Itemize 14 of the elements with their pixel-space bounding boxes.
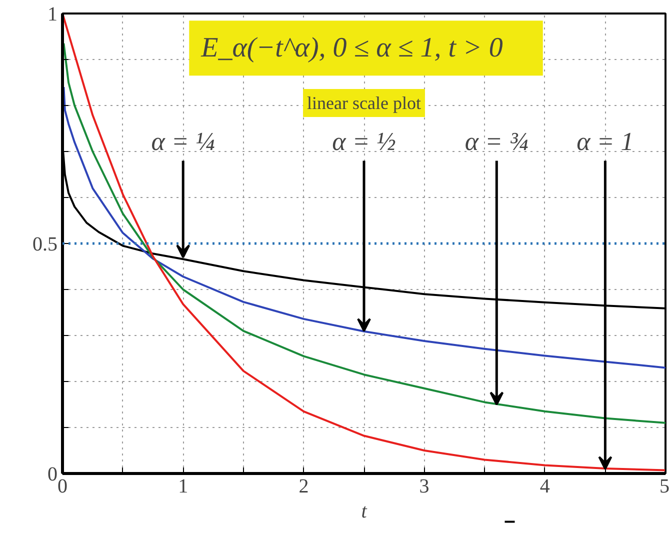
x-tick-label: 5 xyxy=(660,476,669,498)
y-tick-label: 1 xyxy=(48,4,58,26)
y-tick-label: 0.5 xyxy=(32,234,58,256)
x-tick-label: 1 xyxy=(178,476,188,498)
annotation: α = ½ xyxy=(332,127,396,156)
x-tick-label: 4 xyxy=(540,476,550,498)
annotation: α = ¼ xyxy=(151,127,215,156)
x-tick-label: 2 xyxy=(298,476,309,498)
annotation: α = ¾ xyxy=(464,127,529,156)
text: linear scale plot xyxy=(307,93,421,113)
x-tick-label: 3 xyxy=(419,476,430,498)
x-axis-title: t xyxy=(361,500,368,522)
annotation: α = 1 xyxy=(576,127,634,156)
text: E_α(−t^α), 0 ≤ α ≤ 1, t > 0 xyxy=(200,32,503,64)
